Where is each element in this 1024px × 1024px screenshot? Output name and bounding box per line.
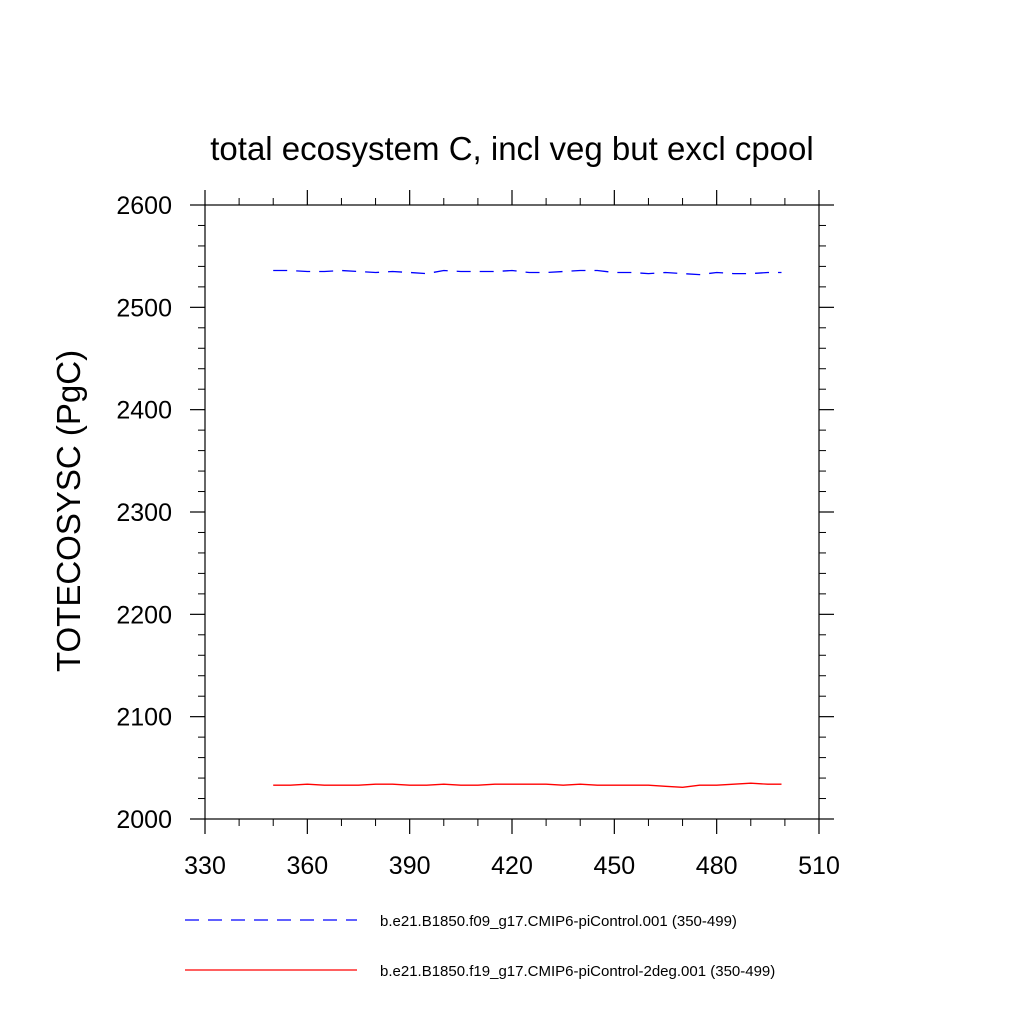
y-tick-label-2: 2200 (116, 601, 172, 629)
x-tick-label-2: 390 (389, 852, 431, 880)
series-line-1 (273, 782, 782, 788)
y-tick-label-1: 2100 (116, 704, 172, 732)
y-tick-label-4: 2400 (116, 397, 172, 425)
axis-ticks (190, 190, 834, 834)
y-tick-labels: 2000 2100 2200 2300 2400 2500 2600 (116, 192, 172, 834)
plot-frame (204, 204, 820, 820)
x-tick-label-1: 360 (286, 852, 328, 880)
y-tick-label-3: 2300 (116, 499, 172, 527)
y-tick-label-6: 2600 (116, 192, 172, 220)
x-tick-label-3: 420 (491, 852, 533, 880)
y-tick-label-5: 2500 (116, 294, 172, 322)
x-tick-label-0: 330 (184, 852, 226, 880)
legend-label-1: b.e21.B1850.f19_g17.CMIP6-piControl-2deg… (380, 963, 775, 980)
x-tick-label-5: 480 (696, 852, 738, 880)
chart-title: total ecosystem C, incl veg but excl cpo… (210, 130, 813, 167)
legend-label-0: b.e21.B1850.f09_g17.CMIP6-piControl.001 … (380, 913, 737, 930)
y-axis-label: TOTECOSYSC (PgC) (50, 350, 87, 672)
x-tick-label-4: 450 (593, 852, 635, 880)
x-tick-label-6: 510 (798, 852, 840, 880)
series-line-0 (273, 269, 782, 276)
series-lines (273, 269, 782, 788)
y-tick-label-0: 2000 (116, 806, 172, 834)
x-tick-labels: 330 360 390 420 450 480 510 (184, 852, 840, 880)
legend: b.e21.B1850.f09_g17.CMIP6-piControl.001 … (185, 913, 775, 980)
